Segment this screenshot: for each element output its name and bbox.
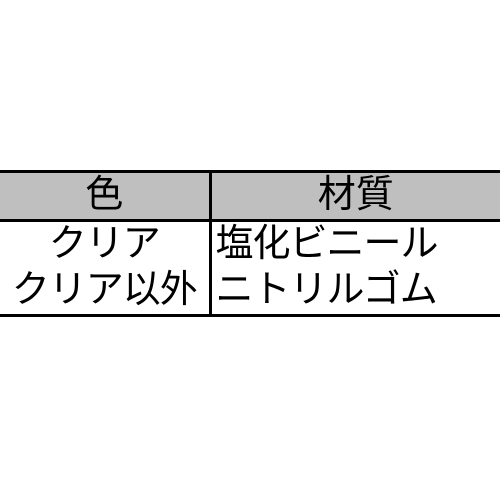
cell-material: ニトリルゴム (210, 268, 500, 316)
table-row: クリア 塩化ビニール (0, 221, 500, 269)
table-row: クリア以外 ニトリルゴム (0, 268, 500, 316)
cell-color: クリア以外 (0, 268, 210, 316)
cell-color: クリア (0, 221, 210, 269)
cell-material: 塩化ビニール (210, 221, 500, 269)
spec-table-container: 色 材質 クリア 塩化ビニール クリア以外 ニトリルゴム (0, 170, 500, 317)
col-header-color: 色 (0, 172, 210, 221)
spec-table: 色 材質 クリア 塩化ビニール クリア以外 ニトリルゴム (0, 170, 500, 317)
table-header-row: 色 材質 (0, 172, 500, 221)
col-header-material: 材質 (210, 172, 500, 221)
